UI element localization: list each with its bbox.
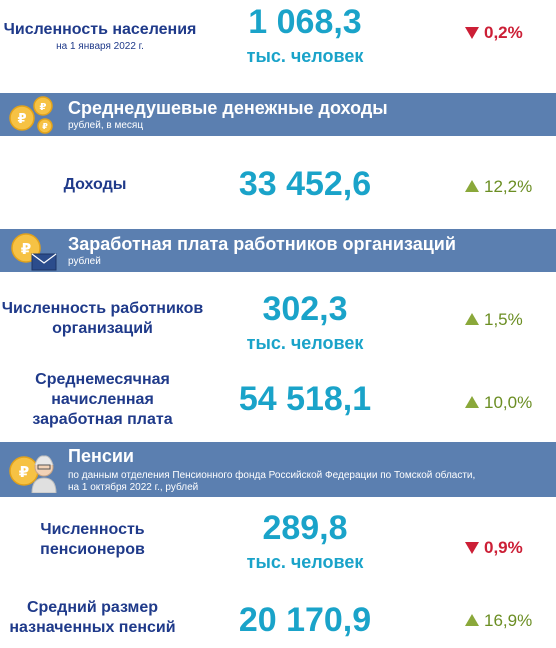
- pensioners-value: 289,8: [262, 509, 348, 547]
- arrow-up-icon: [465, 180, 479, 192]
- avg-pension-label: Средний размер назначенных пенсий: [0, 598, 185, 638]
- pensioners-change-value: 0,9%: [484, 538, 523, 557]
- arrow-up-icon: [465, 396, 479, 408]
- income-change: 12,2%: [465, 177, 532, 197]
- population-change-value: 0,2%: [484, 23, 523, 42]
- employees-value: 302,3: [262, 290, 348, 328]
- arrow-up-icon: [465, 313, 479, 325]
- avg-salary-label-line3: заработная плата: [32, 411, 173, 428]
- salary-section-subtitle: рублей: [68, 256, 101, 267]
- employees-label: Численность работников организаций: [0, 299, 205, 339]
- avg-salary-label-line1: Среднемесячная: [35, 371, 170, 388]
- svg-text:₽: ₽: [40, 102, 47, 113]
- employees-change-value: 1,5%: [484, 310, 523, 329]
- pension-section-title: Пенсии: [68, 446, 134, 466]
- avg-pension-label-line1: Средний размер: [26, 599, 159, 616]
- arrow-down-icon: [465, 27, 479, 39]
- salary-section-title: Заработная плата работников организаций: [68, 234, 456, 254]
- pensioners-label-line1: Численность: [40, 521, 145, 538]
- employees-unit: тыс. человек: [246, 333, 364, 353]
- svg-text:₽: ₽: [21, 240, 31, 258]
- population-unit: тыс. человек: [246, 46, 364, 66]
- avg-salary-value: 54 518,1: [238, 380, 372, 418]
- pensioners-label-line2: пенсионеров: [40, 541, 145, 558]
- employees-label-line1: Численность работников: [1, 300, 204, 317]
- pension-section-header: ₽ Пенсии по данным отделения Пенсионного…: [0, 442, 556, 497]
- arrow-down-icon: [465, 542, 479, 554]
- ruble-coin-envelope-icon: ₽: [11, 233, 57, 271]
- income-change-value: 12,2%: [484, 177, 533, 196]
- arrow-up-icon: [465, 614, 479, 626]
- income-value: 33 452,6: [238, 165, 372, 203]
- employees-change: 1,5%: [465, 310, 523, 330]
- pensioners-change: 0,9%: [465, 538, 523, 558]
- avg-pension-value: 20 170,9: [238, 601, 372, 639]
- avg-pension-change-value: 16,9%: [484, 611, 533, 630]
- avg-salary-change: 10,0%: [465, 393, 532, 413]
- population-sublabel: на 1 января 2022 г.: [56, 41, 144, 52]
- salary-section-header: ₽ Заработная плата работников организаци…: [0, 229, 556, 272]
- avg-salary-change-value: 10,0%: [484, 393, 533, 412]
- avg-pension-change: 16,9%: [465, 611, 532, 631]
- income-label: Доходы: [63, 176, 127, 193]
- coins-icon: ₽ ₽ ₽: [9, 96, 53, 134]
- avg-salary-label-line2: начисленная: [51, 391, 154, 408]
- svg-text:₽: ₽: [42, 122, 48, 131]
- pension-section-subtitle-line1: по данным отделения Пенсионного фонда Ро…: [68, 470, 476, 481]
- pensioners-unit: тыс. человек: [246, 552, 364, 572]
- avg-pension-label-line2: назначенных пенсий: [9, 619, 176, 636]
- employees-label-line2: организаций: [52, 320, 153, 337]
- population-label: Численность населения: [3, 21, 197, 38]
- income-section-title: Среднедушевые денежные доходы: [68, 98, 388, 118]
- ruble-coin-pensioner-icon: ₽: [9, 455, 57, 493]
- population-value: 1 068,3: [248, 3, 362, 41]
- svg-text:₽: ₽: [17, 112, 26, 127]
- population-change: 0,2%: [465, 23, 523, 43]
- svg-text:₽: ₽: [19, 463, 29, 481]
- income-section-subtitle: рублей, в месяц: [68, 120, 144, 131]
- pension-section-subtitle-line2: на 1 октября 2022 г., рублей: [68, 482, 199, 493]
- pensioners-label: Численность пенсионеров: [0, 520, 185, 560]
- income-section-header: ₽ ₽ ₽ Среднедушевые денежные доходы рубл…: [0, 93, 556, 136]
- avg-salary-label: Среднемесячная начисленная заработная пл…: [0, 370, 205, 430]
